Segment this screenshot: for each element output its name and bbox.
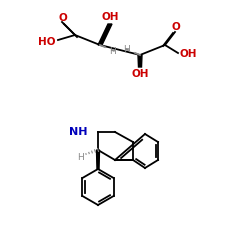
Text: H: H [124,46,130,54]
Polygon shape [138,55,142,67]
Text: H: H [110,46,116,56]
Text: O: O [58,13,68,23]
Text: O: O [172,22,180,32]
Polygon shape [96,150,100,169]
Polygon shape [98,24,112,45]
Text: OH: OH [131,69,149,79]
Text: NH: NH [70,127,88,137]
Text: OH: OH [101,12,119,22]
Text: HO: HO [38,37,56,47]
Text: H: H [76,152,84,162]
Text: OH: OH [179,49,197,59]
